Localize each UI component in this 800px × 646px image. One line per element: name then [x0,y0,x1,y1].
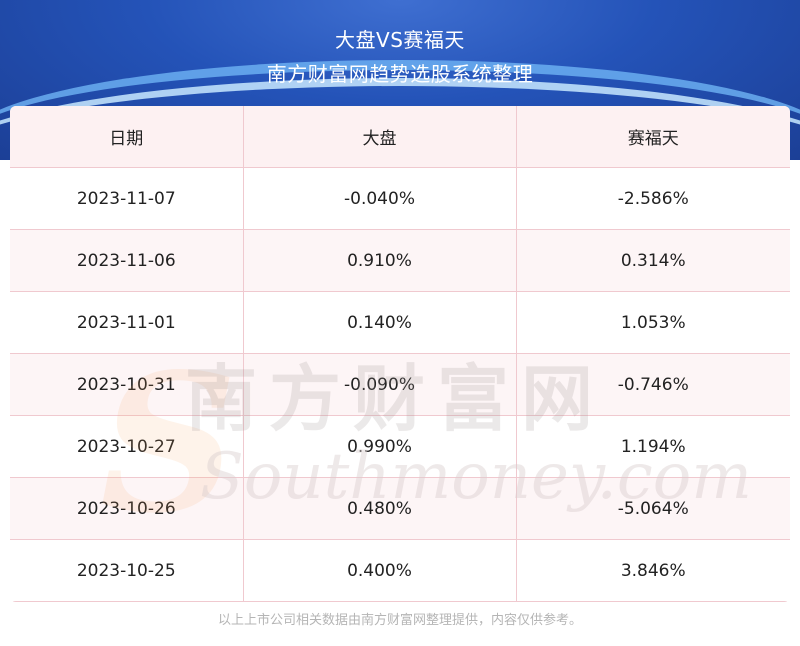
table-row: 2023-11-07 -0.040% -2.586% [10,167,790,230]
cell-stock: 1.194% [516,415,790,478]
cell-stock: 0.314% [516,229,790,292]
cell-date: 2023-10-31 [10,353,244,416]
cell-date: 2023-11-01 [10,291,244,354]
footer-note: 以上上市公司相关数据由南方财富网整理提供，内容仅供参考。 [217,613,582,628]
cell-stock: -2.586% [516,167,790,230]
table-row: 2023-11-01 0.140% 1.053% [10,291,790,354]
cell-stock: 3.846% [516,539,790,602]
cell-stock: -5.064% [516,477,790,540]
cell-market: 0.140% [243,291,517,354]
cell-date: 2023-10-27 [10,415,244,478]
table-row: 2023-10-25 0.400% 3.846% [10,539,790,602]
page-subtitle: 南方财富网趋势选股系统整理 [266,62,534,86]
cell-date: 2023-10-26 [10,477,244,540]
cell-market: 0.400% [243,539,517,602]
table-row: 2023-10-27 0.990% 1.194% [10,415,790,478]
cell-market: 0.990% [243,415,517,478]
cell-date: 2023-11-06 [10,229,244,292]
page-title: 大盘VS赛福天 [335,28,465,52]
cell-market: -0.090% [243,353,517,416]
data-table-card: 日期 大盘 赛福天 2023-11-07 -0.040% -2.586% 202… [10,106,790,602]
cell-stock: -0.746% [516,353,790,416]
cell-market: 0.910% [243,229,517,292]
cell-date: 2023-11-07 [10,167,244,230]
table-row: 2023-10-26 0.480% -5.064% [10,477,790,540]
comparison-table: 日期 大盘 赛福天 2023-11-07 -0.040% -2.586% 202… [10,106,790,602]
cell-market: 0.480% [243,477,517,540]
cell-stock: 1.053% [516,291,790,354]
column-header-date: 日期 [10,106,244,168]
cell-market: -0.040% [243,167,517,230]
banner-swoosh [0,60,800,160]
column-header-market: 大盘 [243,106,517,168]
table-row: 2023-11-06 0.910% 0.314% [10,229,790,292]
table-header-row: 日期 大盘 赛福天 [10,106,790,168]
table-row: 2023-10-31 -0.090% -0.746% [10,353,790,416]
column-header-stock: 赛福天 [516,106,790,168]
cell-date: 2023-10-25 [10,539,244,602]
